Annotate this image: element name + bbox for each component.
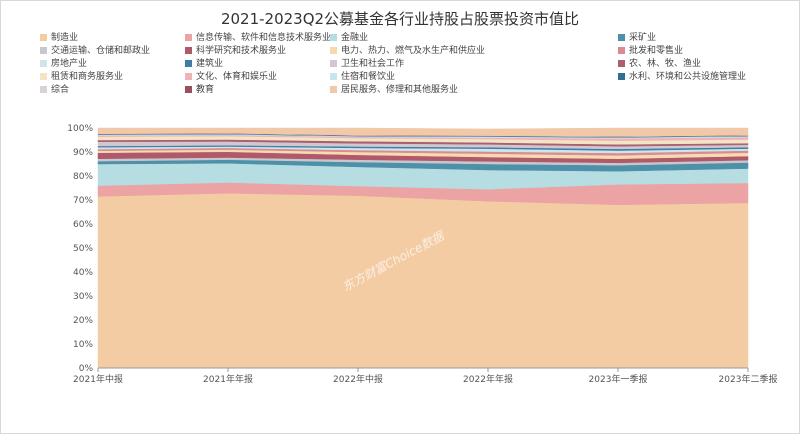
- legend-label: 卫生和社会工作: [341, 59, 405, 69]
- legend-item[interactable]: 教育: [185, 85, 214, 96]
- legend-label: 农、林、牧、渔业: [629, 59, 702, 69]
- legend-item[interactable]: 信息传输、软件和信息技术服务业: [185, 33, 331, 44]
- legend-label: 建筑业: [196, 59, 224, 69]
- legend-item[interactable]: 科学研究和技术服务业: [185, 46, 286, 57]
- legend-swatch: [185, 47, 192, 54]
- legend-item[interactable]: 农、林、牧、渔业: [618, 59, 701, 70]
- legend-label: 租赁和商务服务业: [51, 72, 124, 82]
- legend-label: 制造业: [51, 33, 79, 43]
- legend-swatch: [618, 73, 625, 80]
- legend-item[interactable]: 综合: [40, 85, 69, 96]
- legend-item[interactable]: 制造业: [40, 33, 78, 44]
- legend-swatch: [618, 60, 625, 67]
- legend-label: 综合: [51, 85, 70, 95]
- x-tick-label: 2023年二季报: [719, 373, 778, 385]
- legend-label: 科学研究和技术服务业: [196, 46, 287, 56]
- legend-swatch: [330, 73, 337, 80]
- legend-swatch: [330, 34, 337, 41]
- legend-label: 交通运输、仓储和邮政业: [51, 46, 151, 56]
- legend-swatch: [185, 60, 192, 67]
- y-tick-label: 70%: [73, 196, 93, 206]
- legend-item[interactable]: 水利、环境和公共设施管理业: [618, 72, 746, 83]
- y-tick-label: 20%: [73, 316, 93, 326]
- legend-item[interactable]: 居民服务、修理和其他服务业: [330, 85, 458, 96]
- legend-swatch: [185, 86, 192, 93]
- x-tick-label: 2023年一季报: [589, 373, 648, 385]
- legend-swatch: [618, 47, 625, 54]
- legend-label: 住宿和餐饮业: [341, 72, 396, 82]
- x-tick-label: 2022年中报: [333, 373, 383, 385]
- legend-item[interactable]: 建筑业: [185, 59, 223, 70]
- legend-label: 居民服务、修理和其他服务业: [341, 85, 459, 95]
- legend-item[interactable]: 批发和零售业: [618, 46, 683, 57]
- legend-label: 房地产业: [51, 59, 88, 69]
- y-tick-label: 90%: [73, 148, 93, 158]
- legend-swatch: [40, 34, 47, 41]
- x-tick-label: 2022年年报: [463, 373, 513, 385]
- legend-label: 文化、体育和娱乐业: [196, 72, 278, 82]
- legend-item[interactable]: 住宿和餐饮业: [330, 72, 395, 83]
- legend-swatch: [185, 34, 192, 41]
- y-tick-label: 80%: [73, 172, 93, 182]
- legend-item[interactable]: 采矿业: [618, 33, 656, 44]
- legend-item[interactable]: 租赁和商务服务业: [40, 72, 123, 83]
- legend-item[interactable]: 交通运输、仓储和邮政业: [40, 46, 150, 57]
- legend-item[interactable]: 金融业: [330, 33, 368, 44]
- area-series[interactable]: [97, 127, 749, 137]
- legend-label: 信息传输、软件和信息技术服务业: [196, 33, 332, 43]
- y-tick-label: 30%: [73, 292, 93, 302]
- legend-item[interactable]: 文化、体育和娱乐业: [185, 72, 277, 83]
- legend-label: 批发和零售业: [629, 46, 684, 56]
- legend-item[interactable]: 电力、热力、燃气及水生产和供应业: [330, 46, 485, 57]
- legend-item[interactable]: 卫生和社会工作: [330, 59, 404, 70]
- y-tick-label: 0%: [79, 364, 94, 374]
- legend-label: 金融业: [341, 33, 369, 43]
- legend-swatch: [40, 47, 47, 54]
- legend-swatch: [618, 34, 625, 41]
- y-tick-label: 50%: [73, 244, 93, 254]
- legend-swatch: [185, 73, 192, 80]
- area-series[interactable]: [97, 193, 749, 369]
- legend-label: 采矿业: [629, 33, 657, 43]
- legend-swatch: [330, 60, 337, 67]
- y-tick-label: 10%: [73, 340, 93, 350]
- legend-swatch: [330, 47, 337, 54]
- legend-label: 电力、热力、燃气及水生产和供应业: [341, 46, 486, 56]
- legend-swatch: [40, 73, 47, 80]
- x-tick-label: 2021年年报: [203, 373, 253, 385]
- y-tick-label: 40%: [73, 268, 93, 278]
- y-tick-label: 60%: [73, 220, 93, 230]
- x-tick-label: 2021年中报: [73, 373, 123, 385]
- legend-swatch: [40, 60, 47, 67]
- legend-label: 教育: [196, 85, 215, 95]
- legend-label: 水利、环境和公共设施管理业: [629, 72, 747, 82]
- legend-swatch: [40, 86, 47, 93]
- legend-item[interactable]: 房地产业: [40, 59, 87, 70]
- chart-title: 2021-2023Q2公募基金各行业持股占股票投资市值比: [220, 10, 580, 28]
- y-tick-label: 100%: [67, 124, 93, 134]
- legend-swatch: [330, 86, 337, 93]
